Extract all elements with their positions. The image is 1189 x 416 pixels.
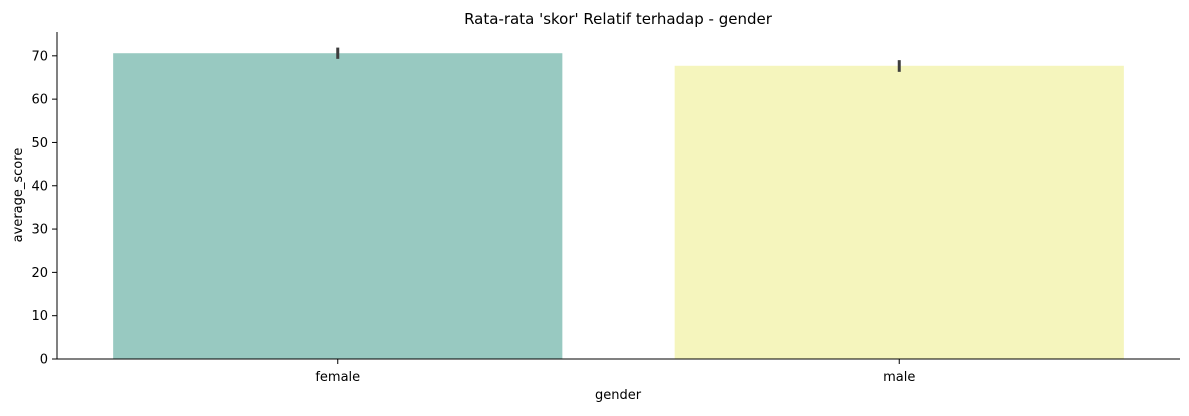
y-tick-label: 0	[40, 353, 48, 368]
chart-title: Rata-rata 'skor' Relatif terhadap - gend…	[464, 10, 773, 28]
y-tick-label: 30	[31, 223, 48, 238]
y-tick-label: 10	[31, 309, 48, 324]
x-axis-label: gender	[595, 388, 642, 403]
y-tick-label: 20	[31, 266, 48, 281]
y-axis-ticks: 0 10 20 30 40 50 60 70	[31, 49, 57, 368]
y-tick-label: 50	[31, 136, 48, 151]
y-tick-label: 60	[31, 93, 48, 108]
x-tick-label: male	[883, 370, 915, 385]
x-axis-ticks: female male	[315, 359, 915, 385]
plot-area	[113, 47, 1124, 360]
bar-male	[674, 65, 1124, 360]
bar-female	[113, 53, 563, 360]
y-tick-label: 40	[31, 179, 48, 194]
y-tick-label: 70	[31, 49, 48, 64]
y-axis-label: average_score	[11, 148, 26, 243]
x-tick-label: female	[315, 370, 360, 385]
